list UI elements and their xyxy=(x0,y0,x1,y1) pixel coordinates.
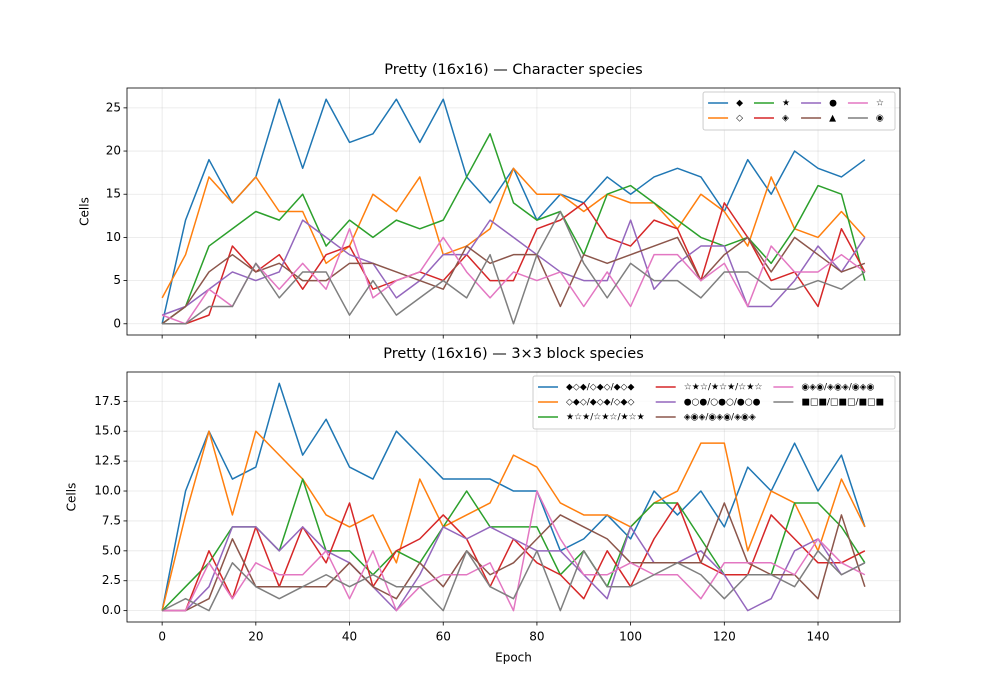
chart-title: Pretty (16x16) — 3×3 block species xyxy=(383,346,644,362)
legend: ◆◇◆/◇◆◇/◆◇◆ ◇◆◇/◆◇◆/◇◆◇ ★☆★/☆★☆/★☆★ ☆★☆/★☆★… xyxy=(532,375,896,430)
series-line xyxy=(161,430,866,611)
axes-frame xyxy=(126,371,901,623)
legend-label: ★ xyxy=(782,99,790,109)
legend-box xyxy=(532,375,896,430)
y-tick-label: 0.0 xyxy=(102,603,121,617)
legend-label: ★☆★/☆★☆/★☆★ xyxy=(566,413,645,423)
y-tick-label: 2.5 xyxy=(102,573,121,587)
legend-label: ☆★☆/★☆★/☆★☆ xyxy=(684,383,763,393)
legend-label: ▲ xyxy=(829,114,836,124)
x-tick-label: 80 xyxy=(529,630,544,644)
y-tick-label: 15.0 xyxy=(94,424,121,438)
y-tick-label: 25 xyxy=(106,100,121,114)
series-line xyxy=(161,550,866,612)
legend-box xyxy=(702,91,896,131)
y-tick-label: 7.5 xyxy=(102,513,121,527)
x-tick-label: 140 xyxy=(807,630,830,644)
legend-label: ■□■/□■□/■□■ xyxy=(801,398,884,408)
y-tick-label: 10.0 xyxy=(94,484,121,498)
series-line xyxy=(162,202,866,325)
x-tick-label: 100 xyxy=(619,630,642,644)
y-axis-label: Cells xyxy=(78,197,92,226)
series-line xyxy=(161,236,866,325)
axes: 0.0 2.5 5.0 7.5 10.0 12.5 15.0 17.5 0 20 40 60 80 100… xyxy=(65,346,901,665)
legend-label: ☆ xyxy=(876,99,884,109)
legend-label: ●○●/○●○/●○● xyxy=(684,398,761,408)
series-line xyxy=(161,167,866,299)
legend-label: ◆◇◆/◇◆◇/◆◇◆ xyxy=(566,383,634,393)
series-line xyxy=(161,133,866,325)
legend-label: ◆ xyxy=(736,99,743,109)
series-line xyxy=(161,382,866,611)
y-tick-label: 5 xyxy=(113,273,121,287)
legend-label: ◈◉◈/◉◈◉/◈◉◈ xyxy=(684,413,756,423)
legend-label: ◇◆◇/◆◇◆/◇◆◇ xyxy=(566,398,634,408)
y-tick-label: 10 xyxy=(106,230,121,244)
series-line xyxy=(162,526,866,612)
legend-label: ◉◈◉/◈◉◈/◉◈◉ xyxy=(801,383,874,393)
legend-label: ● xyxy=(829,99,837,109)
y-tick-label: 5.0 xyxy=(102,543,121,557)
axes: 0 5 10 15 20 25 Pretty (16x16) — Character spe… xyxy=(78,62,901,339)
y-tick-label: 15 xyxy=(106,187,121,201)
x-tick-label: 0 xyxy=(158,630,166,644)
series-line xyxy=(161,228,866,325)
series-line xyxy=(162,210,866,325)
x-tick-label: 40 xyxy=(342,630,357,644)
legend-label: ◇ xyxy=(736,114,743,124)
y-tick-label: 17.5 xyxy=(94,394,121,408)
legend: ◆ ◇ ★ ◈ ● ▲ ☆ ◉ xyxy=(702,91,896,131)
x-axis-label: Epoch xyxy=(495,651,532,665)
y-tick-label: 0 xyxy=(113,316,121,330)
x-tick-label: 60 xyxy=(436,630,451,644)
axes-frame xyxy=(126,87,901,336)
y-tick-label: 12.5 xyxy=(94,454,121,468)
x-tick-label: 20 xyxy=(248,630,263,644)
series-line xyxy=(162,490,866,612)
legend-label: ◈ xyxy=(782,114,789,124)
chart-title: Pretty (16x16) — Character species xyxy=(384,62,642,78)
y-tick-label: 20 xyxy=(106,144,121,158)
y-axis-label: Cells xyxy=(65,483,79,512)
x-tick-label: 120 xyxy=(713,630,736,644)
legend-label: ◉ xyxy=(876,114,884,124)
